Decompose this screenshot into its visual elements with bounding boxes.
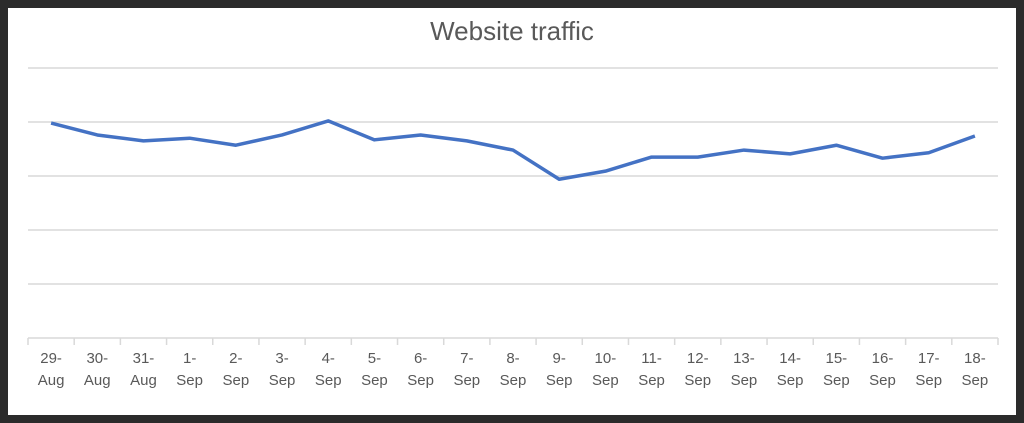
x-tick-label: 1-Sep bbox=[176, 350, 203, 389]
x-tick-label: 7-Sep bbox=[453, 350, 481, 389]
x-tick-label: 18-Sep bbox=[961, 350, 989, 389]
x-tick-label: 15-Sep bbox=[822, 350, 850, 389]
chart-title: Website traffic bbox=[430, 16, 594, 46]
x-tick-label: 4-Sep bbox=[314, 350, 342, 389]
x-tick-label: 31-Aug bbox=[130, 350, 157, 389]
x-tick-label: 3-Sep bbox=[268, 350, 296, 389]
x-tick-label: 30-Aug bbox=[83, 350, 111, 389]
x-tick-label: 10-Sep bbox=[592, 350, 619, 389]
x-tick-label: 29-Aug bbox=[37, 350, 65, 389]
chart: Website traffic 29-Aug 30-Aug 31-Aug 1-Sep 2… bbox=[8, 8, 1016, 415]
line bbox=[50, 119, 976, 181]
x-tick-label: 5-Sep bbox=[361, 350, 388, 389]
x-tick-label: 16-Sep bbox=[869, 350, 896, 389]
x-tick-label: 17-Sep bbox=[915, 350, 943, 389]
x-tick-label: 2-Sep bbox=[222, 350, 250, 389]
x-tick-label: 14-Sep bbox=[776, 350, 804, 389]
x-tick-label: 13-Sep bbox=[730, 350, 758, 389]
x-tick-label: 11-Sep bbox=[638, 350, 665, 389]
x-tick-label: 12-Sep bbox=[684, 350, 712, 389]
plot bbox=[27, 67, 999, 345]
x-tick-label: 9-Sep bbox=[545, 350, 573, 389]
x-tick-label: 8-Sep bbox=[499, 350, 527, 389]
x-tick-label: 6-Sep bbox=[407, 350, 434, 389]
